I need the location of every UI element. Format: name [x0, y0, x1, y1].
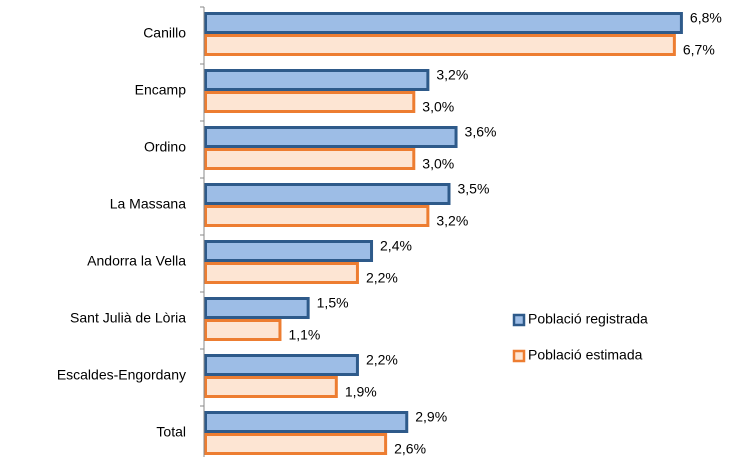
y-tick-label: Encamp [135, 82, 187, 98]
data-label: 6,8% [690, 10, 722, 26]
bar [204, 148, 416, 170]
legend-label: Població estimada [528, 347, 643, 363]
bar [204, 376, 338, 398]
bar [204, 205, 430, 227]
bar [204, 297, 310, 319]
legend-label: Població registrada [528, 311, 648, 327]
bar [204, 69, 430, 91]
data-label: 3,6% [465, 124, 497, 140]
y-tick-label: Ordino [144, 139, 186, 155]
data-label: 3,0% [422, 99, 454, 115]
bar [204, 183, 451, 205]
bar [204, 34, 676, 56]
y-tick-label: Canillo [143, 25, 186, 41]
data-label: 1,9% [345, 384, 377, 400]
data-label: 3,2% [436, 213, 468, 229]
bar [204, 12, 683, 34]
bar [204, 126, 458, 148]
bar [204, 354, 359, 376]
y-tick-label: Total [156, 424, 186, 440]
legend-marker [512, 349, 526, 363]
data-label: 3,0% [422, 156, 454, 172]
y-tick-label: Sant Julià de Lòria [70, 310, 186, 326]
data-label: 2,4% [380, 238, 412, 254]
y-tick-label: La Massana [110, 196, 186, 212]
data-label: 1,5% [317, 295, 349, 311]
bar [204, 91, 416, 113]
data-label: 6,7% [683, 42, 715, 58]
data-label: 3,2% [436, 67, 468, 83]
data-label: 2,2% [366, 352, 398, 368]
legend-marker [512, 313, 526, 327]
data-label: 3,5% [458, 181, 490, 197]
bar [204, 433, 388, 455]
bar [204, 411, 409, 433]
data-label: 1,1% [288, 327, 320, 343]
bar [204, 319, 282, 341]
data-label: 2,2% [366, 270, 398, 286]
y-tick-label: Andorra la Vella [87, 253, 186, 269]
data-label: 2,9% [415, 409, 447, 425]
y-tick-label: Escaldes-Engordany [57, 367, 186, 383]
data-label: 2,6% [394, 441, 426, 457]
bar [204, 240, 374, 262]
bar [204, 262, 359, 284]
